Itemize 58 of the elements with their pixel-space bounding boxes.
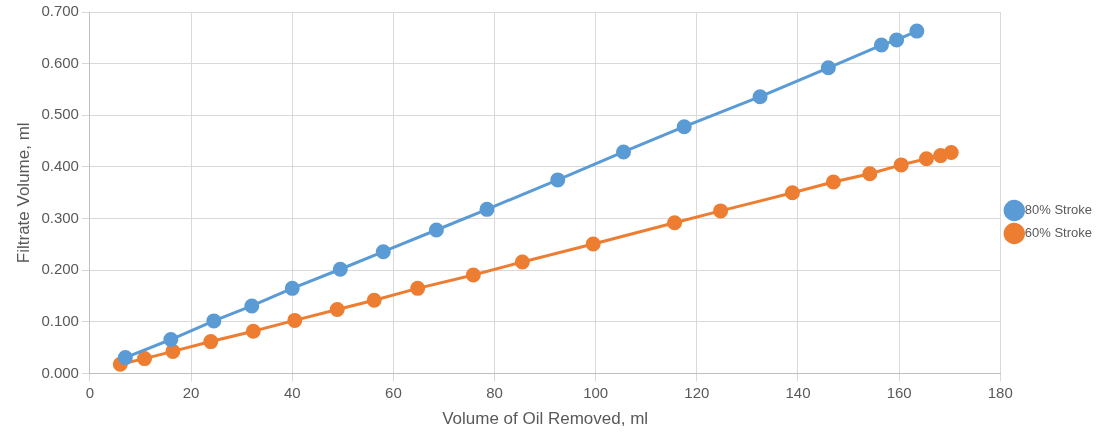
point — [245, 323, 261, 339]
point — [163, 332, 179, 348]
point — [909, 23, 925, 39]
point — [479, 201, 495, 217]
x-tick-label: 140 — [785, 383, 811, 401]
point — [287, 312, 303, 328]
point — [667, 215, 683, 231]
x-tick-label: 80 — [486, 383, 503, 401]
y-tick-label: 0.600 — [41, 53, 79, 71]
point — [284, 280, 300, 296]
point — [918, 151, 934, 167]
point — [203, 334, 219, 350]
y-tick-label: 0.400 — [41, 157, 79, 175]
y-axis-title: Filtrate Volume, ml — [13, 122, 33, 264]
x-axis-title: Volume of Oil Removed, ml — [442, 409, 649, 429]
point — [820, 60, 836, 76]
y-tick-label: 0.200 — [41, 260, 79, 278]
y-tick-label: 0.700 — [41, 2, 79, 20]
x-tick-label: 120 — [684, 383, 710, 401]
point — [825, 174, 841, 190]
point — [873, 37, 889, 53]
point — [943, 145, 959, 161]
x-tick-label: 160 — [886, 383, 912, 401]
point — [137, 351, 153, 367]
point — [410, 280, 426, 296]
point — [616, 144, 632, 160]
point — [329, 302, 345, 318]
point — [206, 313, 222, 329]
legend-label: 60% Stroke — [1024, 225, 1092, 241]
y-tick-label: 0.500 — [41, 105, 79, 123]
point — [713, 203, 729, 219]
point — [784, 185, 800, 201]
point — [550, 172, 566, 188]
x-tick-label: 20 — [182, 383, 200, 401]
x-tick-label: 60 — [385, 383, 402, 401]
point — [375, 244, 391, 260]
point — [366, 292, 382, 308]
legend-label: 80% Stroke — [1024, 202, 1092, 218]
point — [889, 32, 905, 48]
point — [514, 254, 530, 270]
point — [117, 350, 133, 366]
y-tick-label: 0.100 — [41, 312, 79, 330]
point — [893, 157, 909, 173]
point — [332, 261, 348, 277]
x-tick-label: 40 — [283, 383, 301, 401]
x-tick-label: 180 — [987, 383, 1013, 401]
point — [428, 222, 444, 238]
x-tick-label: 100 — [583, 383, 609, 401]
x-tick-label: 0 — [85, 383, 95, 401]
point — [465, 267, 481, 283]
point — [676, 119, 692, 135]
y-tick-label: 0.000 — [41, 363, 79, 381]
point — [165, 343, 181, 359]
y-tick-label: 0.300 — [41, 208, 79, 226]
point — [244, 298, 260, 314]
point — [752, 89, 768, 105]
point — [862, 166, 878, 182]
point — [585, 236, 601, 252]
